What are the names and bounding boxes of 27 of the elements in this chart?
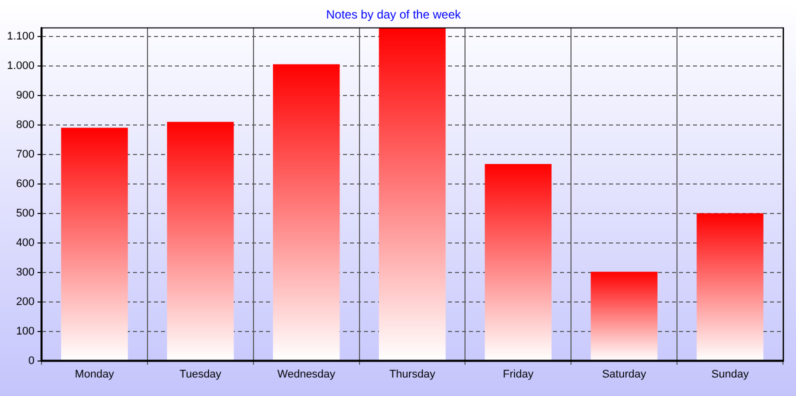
y-tick-label: 100 [16, 325, 35, 338]
bar [484, 164, 552, 360]
y-tick-label: 800 [16, 118, 35, 131]
bar [272, 64, 340, 360]
y-tick-label: 1.000 [6, 60, 35, 72]
y-tick-label: 400 [16, 236, 35, 249]
y-tick-label: 900 [16, 89, 35, 102]
bar [378, 27, 446, 360]
y-tick-label: 1.100 [6, 30, 35, 42]
x-tick-label: Thursday [389, 368, 436, 380]
x-tick-label: Friday [502, 368, 534, 380]
y-tick-label: 300 [16, 266, 35, 278]
y-tick-label: 500 [16, 207, 35, 220]
y-tick-label: 200 [16, 296, 35, 308]
y-tick-label: 700 [16, 148, 35, 160]
x-tick-label: Sunday [711, 368, 750, 380]
y-tick-label: 0 [28, 354, 35, 367]
bar [696, 213, 764, 360]
x-tick-label: Tuesday [180, 368, 222, 380]
x-tick-label: Saturday [602, 368, 647, 380]
chart-title: Notes by day of the week [326, 8, 462, 22]
x-tick-label: Monday [74, 368, 115, 380]
x-tick-label: Wednesday [277, 368, 336, 380]
bar [590, 272, 658, 360]
y-tick-label: 600 [16, 178, 35, 190]
bar [61, 128, 128, 360]
bar [167, 122, 234, 360]
